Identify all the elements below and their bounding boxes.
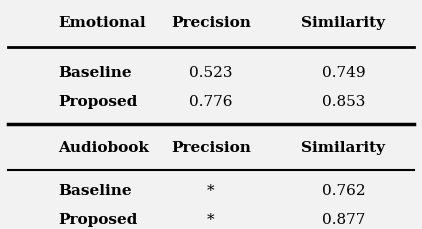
Text: 0.523: 0.523 (189, 66, 233, 80)
Text: 0.749: 0.749 (322, 66, 365, 80)
Text: 0.762: 0.762 (322, 183, 365, 197)
Text: *: * (207, 183, 215, 197)
Text: Emotional: Emotional (58, 16, 146, 30)
Text: Precision: Precision (171, 16, 251, 30)
Text: Proposed: Proposed (58, 212, 137, 226)
Text: Baseline: Baseline (58, 66, 132, 80)
Text: *: * (207, 212, 215, 226)
Text: Similarity: Similarity (301, 140, 385, 154)
Text: Precision: Precision (171, 140, 251, 154)
Text: 0.853: 0.853 (322, 95, 365, 109)
Text: 0.776: 0.776 (189, 95, 233, 109)
Text: 0.877: 0.877 (322, 212, 365, 226)
Text: Baseline: Baseline (58, 183, 132, 197)
Text: Proposed: Proposed (58, 95, 137, 109)
Text: Similarity: Similarity (301, 16, 385, 30)
Text: Audiobook: Audiobook (58, 140, 149, 154)
